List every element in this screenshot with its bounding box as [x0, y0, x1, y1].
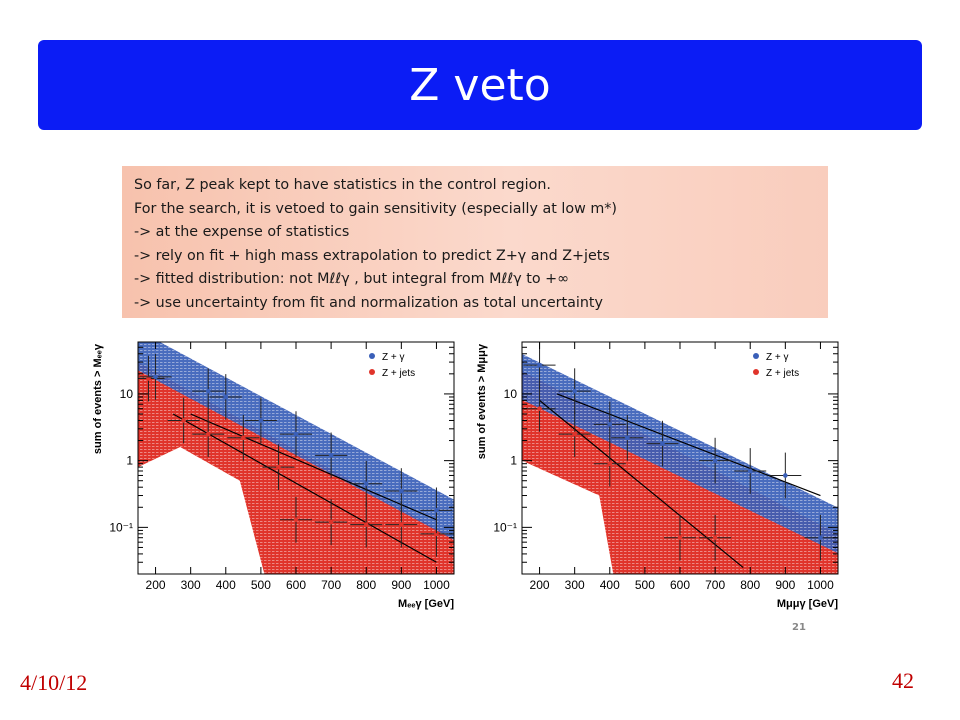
footer-date: 4/10/12 [20, 670, 88, 695]
legend-label: Z + γ [382, 352, 405, 363]
legend-marker [753, 369, 759, 375]
x-tick-label: 300 [181, 578, 201, 592]
point-zjets [434, 531, 439, 537]
point-zjets [572, 431, 577, 437]
plot-area [522, 342, 838, 574]
fit-line-zjets [172, 413, 437, 563]
point-zjets [607, 461, 613, 466]
point-zjets [293, 517, 299, 523]
point-zgamma [818, 535, 823, 540]
legend-label: Z + γ [766, 352, 789, 363]
y-tick-label: 10⁻¹ [493, 520, 517, 534]
note-line: So far, Z peak kept to have statistics i… [134, 177, 551, 193]
point-zgamma [223, 394, 229, 400]
y-tick-label: 10 [120, 387, 134, 401]
legend-label: Z + jets [766, 368, 799, 379]
title-bar: Z veto [38, 40, 922, 130]
x-tick-label: 700 [705, 578, 725, 592]
point-zgamma [293, 431, 299, 437]
note-box: So far, Z peak kept to have statistics i… [122, 166, 828, 318]
x-tick-label: 800 [356, 578, 376, 592]
plot-area [138, 342, 454, 574]
point-zgamma [712, 458, 718, 463]
y-tick-label: 10⁻¹ [109, 520, 133, 534]
legend-marker [369, 353, 375, 359]
fit-line-zgamma [190, 413, 437, 521]
x-tick-label: 200 [146, 578, 166, 592]
chart-mumu-gamma: 200 300 400 500 600 700 800 900 1000 10 1 10⁻¹ Mμμγ … [476, 341, 839, 610]
point-zjets [328, 519, 334, 525]
legend-marker [369, 369, 375, 375]
band-zjets [138, 362, 454, 574]
fit-line-zgamma [556, 393, 821, 497]
x-tick-label: 600 [286, 578, 306, 592]
slide-title: Z veto [409, 59, 551, 111]
point-zjets [677, 535, 683, 540]
point-zjets [241, 435, 246, 441]
note-line: For the search, it is vetoed to gain sen… [134, 200, 618, 217]
point-zgamma [328, 453, 334, 458]
point-zgamma [434, 508, 439, 513]
x-axis-title: Mₑₑγ [GeV] [398, 598, 454, 610]
x-axis-title: Mμμγ [GeV] [777, 598, 838, 610]
note-line: -> fitted distribution: not Mℓℓγ , but i… [134, 271, 570, 287]
chart-ee-gamma: 200 300 400 500 600 700 800 900 1000 10 1 10⁻¹ Mₑₑγ … [92, 341, 455, 610]
point-zjets [146, 376, 151, 381]
point-zjets [181, 418, 186, 423]
legend-label: Z + jets [382, 368, 415, 379]
note-line: -> use uncertainty from fit and normaliz… [134, 294, 603, 311]
point-zgamma [205, 388, 211, 394]
fit-line-zjets [539, 399, 744, 568]
x-tick-label: 200 [530, 578, 550, 592]
x-tick-label: 700 [321, 578, 341, 592]
y-tick-label: 10 [504, 387, 518, 401]
y-axis-title: sum of events > Mₑₑγ [92, 343, 104, 454]
x-tick-label: 300 [565, 578, 585, 592]
point-zgamma [572, 388, 577, 394]
legend-marker [753, 353, 759, 359]
x-tick-label: 900 [775, 578, 795, 592]
point-zgamma [625, 435, 630, 441]
point-zgamma [747, 468, 753, 474]
x-tick-label: 400 [216, 578, 236, 592]
x-tick-label: 1000 [807, 578, 834, 592]
x-tick-label: 600 [670, 578, 690, 592]
page-label: 21 [792, 622, 806, 633]
point-zgamma [607, 422, 613, 427]
x-tick-label: 500 [635, 578, 655, 592]
point-zjets [537, 406, 542, 412]
x-tick-label: 900 [391, 578, 411, 592]
point-zjets [276, 464, 281, 470]
note-line: -> rely on fit + high mass extrapolation… [134, 247, 610, 264]
x-tick-label: 800 [740, 578, 760, 592]
point-zgamma [153, 374, 158, 380]
y-axis-title: sum of events > Mμμγ [476, 343, 488, 459]
y-tick-label: 1 [126, 454, 133, 468]
x-tick-label: 1000 [423, 578, 450, 592]
note-line: -> at the expense of statistics [134, 224, 350, 240]
point-zgamma [660, 441, 665, 446]
point-zgamma [537, 362, 542, 368]
point-zjets [363, 522, 369, 527]
footer-number: 42 [892, 668, 914, 693]
point-zgamma [258, 418, 264, 423]
point-zgamma [783, 473, 788, 478]
point-zjets [205, 431, 211, 437]
point-zjets [399, 522, 404, 527]
point-zgamma [399, 488, 404, 494]
band-zgamma [522, 354, 838, 554]
x-tick-label: 400 [600, 578, 620, 592]
y-tick-label: 1 [510, 454, 517, 468]
point-zgamma [363, 481, 369, 487]
x-tick-label: 500 [251, 578, 271, 592]
point-zjets [712, 535, 718, 540]
